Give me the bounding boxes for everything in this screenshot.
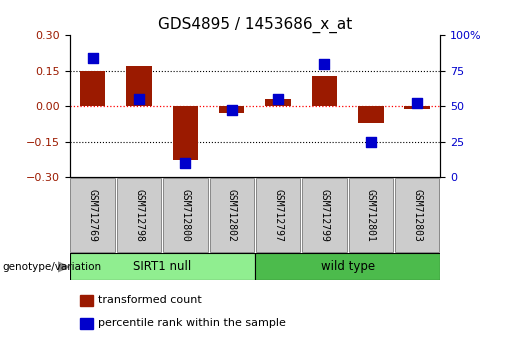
Bar bbox=[173, 106, 198, 160]
Text: GSM712803: GSM712803 bbox=[412, 189, 422, 241]
FancyBboxPatch shape bbox=[70, 253, 255, 280]
Text: GSM712798: GSM712798 bbox=[134, 189, 144, 241]
Point bbox=[228, 108, 236, 113]
Bar bbox=[358, 106, 384, 123]
Text: percentile rank within the sample: percentile rank within the sample bbox=[98, 318, 286, 328]
Text: GSM712802: GSM712802 bbox=[227, 189, 237, 241]
Text: GSM712769: GSM712769 bbox=[88, 189, 98, 241]
FancyBboxPatch shape bbox=[255, 253, 440, 280]
FancyBboxPatch shape bbox=[163, 178, 208, 252]
Bar bbox=[219, 106, 245, 113]
FancyBboxPatch shape bbox=[395, 178, 439, 252]
Text: wild type: wild type bbox=[320, 260, 375, 273]
Text: GSM712797: GSM712797 bbox=[273, 189, 283, 241]
FancyBboxPatch shape bbox=[302, 178, 347, 252]
FancyBboxPatch shape bbox=[349, 178, 393, 252]
Text: genotype/variation: genotype/variation bbox=[3, 262, 101, 272]
Text: SIRT1 null: SIRT1 null bbox=[133, 260, 192, 273]
Point bbox=[181, 160, 190, 166]
Text: GSM712800: GSM712800 bbox=[180, 189, 191, 241]
Text: transformed count: transformed count bbox=[98, 295, 201, 305]
Polygon shape bbox=[58, 262, 69, 272]
Text: GSM712799: GSM712799 bbox=[319, 189, 330, 241]
Bar bbox=[265, 99, 291, 106]
Bar bbox=[312, 75, 337, 106]
Point bbox=[89, 55, 97, 61]
Title: GDS4895 / 1453686_x_at: GDS4895 / 1453686_x_at bbox=[158, 16, 352, 33]
Point bbox=[135, 96, 143, 102]
FancyBboxPatch shape bbox=[71, 178, 115, 252]
Point bbox=[274, 96, 282, 102]
Point bbox=[367, 139, 375, 144]
FancyBboxPatch shape bbox=[117, 178, 161, 252]
Point bbox=[320, 61, 329, 67]
Bar bbox=[404, 106, 430, 109]
Text: GSM712801: GSM712801 bbox=[366, 189, 376, 241]
Bar bbox=[80, 71, 106, 106]
FancyBboxPatch shape bbox=[256, 178, 300, 252]
Bar bbox=[126, 66, 152, 106]
FancyBboxPatch shape bbox=[210, 178, 254, 252]
Point bbox=[413, 101, 421, 106]
